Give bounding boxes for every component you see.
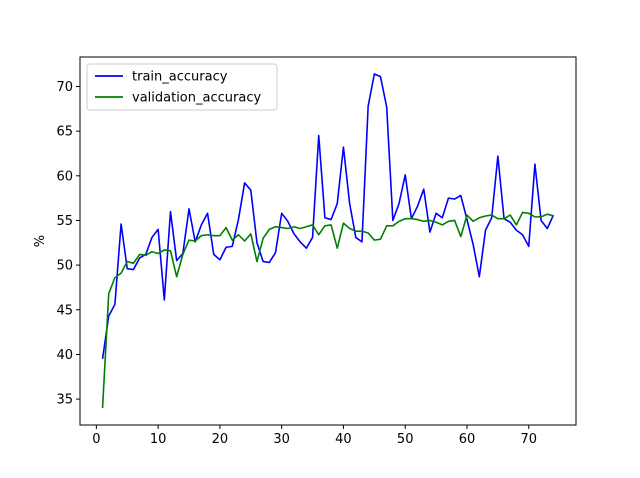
legend: train_accuracy validation_accuracy [86, 63, 278, 111]
y-tick-label: 55 [56, 214, 73, 229]
series-layer [101, 73, 555, 409]
series-line-validation-accuracy [101, 211, 554, 409]
y-tick-label: 65 [56, 125, 73, 140]
x-tick-label: 40 [335, 432, 352, 447]
y-axis: 35 40 45 50 55 60 65 70 [56, 80, 80, 408]
y-axis-label: % [33, 235, 48, 247]
series-line-train-accuracy [101, 73, 555, 360]
y-tick-label: 60 [56, 169, 73, 184]
y-tick-label: 50 [56, 259, 73, 274]
legend-box [86, 63, 278, 111]
x-axis: 0 10 20 30 40 50 60 70 [92, 425, 537, 447]
y-tick-label: 40 [56, 348, 73, 363]
y-tick-label: 45 [56, 303, 73, 318]
x-tick-label: 0 [92, 432, 100, 447]
x-tick-label: 10 [150, 432, 167, 447]
axes-frame [79, 56, 577, 426]
legend-label-validation-accuracy: validation_accuracy [132, 91, 261, 106]
x-tick-label: 20 [212, 432, 229, 447]
legend-label-train-accuracy: train_accuracy [132, 70, 228, 85]
y-tick-label: 35 [56, 393, 73, 408]
x-tick-label: 70 [520, 432, 537, 447]
x-tick-label: 50 [397, 432, 414, 447]
x-tick-label: 30 [273, 432, 290, 447]
y-tick-label: 70 [56, 80, 73, 95]
x-tick-label: 60 [459, 432, 476, 447]
